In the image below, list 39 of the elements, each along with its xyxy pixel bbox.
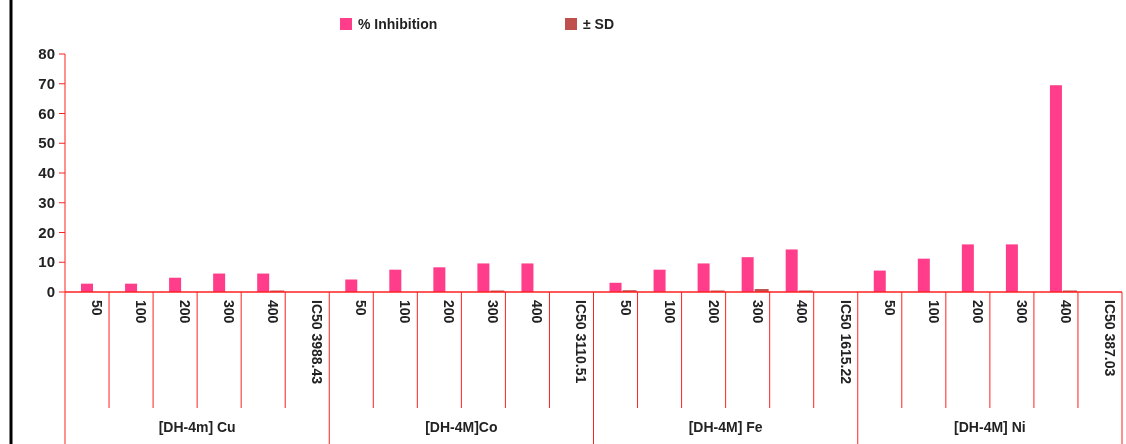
y-tick-label: 10 — [38, 253, 55, 271]
x-tick-label: 400 — [1057, 300, 1074, 324]
x-tick-label: 200 — [441, 300, 458, 324]
y-tick-label: 50 — [38, 134, 55, 152]
x-tick-label: 400 — [529, 300, 546, 324]
x-tick-label: 50 — [89, 300, 106, 316]
y-tick-label: 30 — [38, 193, 55, 211]
x-tick-label: IC50 3988.43 — [309, 300, 326, 385]
x-tick-label: 50 — [881, 300, 898, 316]
x-tick-label: 200 — [969, 300, 986, 324]
x-tick-label: 100 — [661, 300, 678, 324]
x-tick-label: IC50 387.03 — [1101, 300, 1118, 377]
x-tick-label: 400 — [793, 300, 810, 324]
y-tick-label: 40 — [38, 164, 55, 181]
x-tick-label: 400 — [265, 300, 282, 324]
x-tick-label: 100 — [397, 300, 414, 324]
y-tick-label: 80 — [38, 45, 55, 62]
text: [DH-4M] Ni — [954, 419, 1026, 435]
y-tick-label: 70 — [38, 74, 55, 92]
x-tick-label: 200 — [177, 300, 194, 324]
text: [DH-4M] Fe — [688, 419, 763, 435]
y-tick-label: 60 — [38, 104, 55, 122]
x-tick-label: 100 — [133, 300, 150, 324]
text: [DH-4M]Co — [425, 419, 498, 435]
x-tick-label: 200 — [705, 300, 722, 324]
x-tick-label: IC50 1615.22 — [837, 300, 854, 385]
x-tick-label: IC50 3110.51 — [573, 300, 590, 384]
y-tick-label: 20 — [38, 223, 55, 241]
legend-label: ± SD — [583, 16, 615, 32]
x-tick-label: 50 — [353, 300, 370, 316]
x-tick-label: 300 — [485, 300, 502, 324]
x-tick-label: 100 — [925, 300, 942, 324]
y-tick-label: 0 — [46, 283, 55, 300]
x-tick-label: 50 — [617, 300, 634, 316]
text: [DH-4m] Cu — [158, 419, 236, 435]
x-tick-label: 300 — [749, 300, 766, 324]
legend-label: % Inhibition — [358, 16, 438, 32]
x-tick-label: 300 — [1013, 300, 1030, 324]
x-tick-label: 300 — [221, 300, 238, 324]
